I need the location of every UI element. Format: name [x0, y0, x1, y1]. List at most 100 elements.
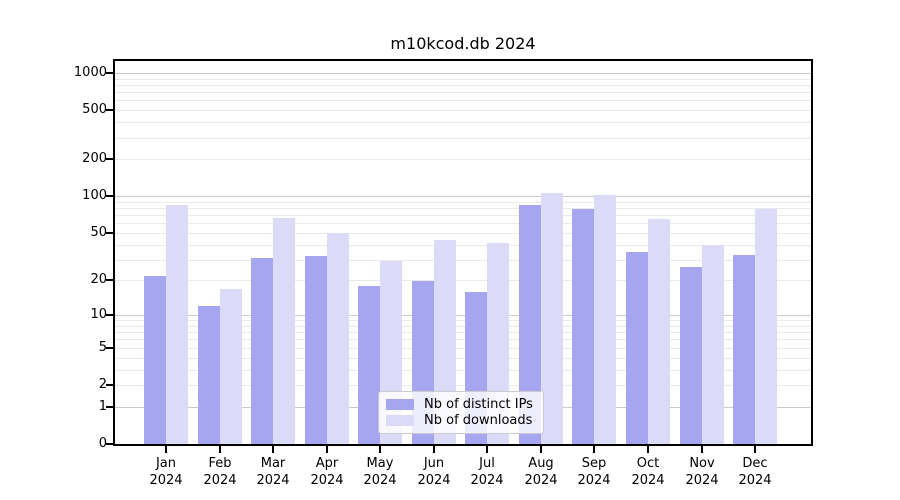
gridline-minor-2 — [115, 385, 811, 386]
chart-title: m10kcod.db 2024 — [390, 34, 536, 53]
y-tick-label-10: 10 — [90, 307, 107, 322]
x-tick-jun — [433, 446, 435, 453]
gridline-major-1000 — [115, 73, 811, 74]
gridline-minor-30 — [115, 260, 811, 261]
y-tick-label-1000: 1000 — [73, 65, 107, 80]
y-tick-50 — [106, 232, 113, 234]
gridline-minor-400 — [115, 122, 811, 123]
x-tick-label-jun: Jun 2024 — [417, 456, 451, 488]
x-tick-label-oct: Oct 2024 — [631, 456, 665, 488]
x-tick-label-apr: Apr 2024 — [310, 456, 344, 488]
y-tick-20 — [106, 279, 113, 281]
legend-swatch-downloads — [386, 415, 414, 426]
y-tick-label-200: 200 — [82, 151, 107, 166]
gridline-major-10 — [115, 315, 811, 316]
bar-downloads-mar — [273, 218, 295, 444]
bar-downloads-nov — [702, 244, 724, 444]
gridline-minor-20 — [115, 280, 811, 281]
x-tick-aug — [540, 446, 542, 453]
gridline-minor-4 — [115, 358, 811, 359]
bar-downloads-oct — [648, 219, 670, 444]
y-tick-label-50: 50 — [90, 225, 107, 240]
x-tick-apr — [326, 446, 328, 453]
y-tick-label-1: 1 — [98, 399, 107, 414]
bar-distinct-ips-may — [358, 285, 380, 444]
gridline-minor-500 — [115, 110, 811, 111]
y-tick-1 — [106, 406, 113, 408]
bar-distinct-ips-jan — [144, 275, 166, 444]
x-tick-mar — [272, 446, 274, 453]
y-tick-1000 — [106, 72, 113, 74]
y-tick-5 — [106, 347, 113, 349]
y-tick-label-20: 20 — [90, 272, 107, 287]
legend-item-downloads: Nb of downloads — [386, 413, 535, 428]
bar-distinct-ips-apr — [305, 256, 327, 444]
gridline-minor-8 — [115, 326, 811, 327]
y-tick-500 — [106, 109, 113, 111]
gridline-minor-200 — [115, 159, 811, 160]
y-tick-label-0: 0 — [98, 436, 107, 451]
gridline-minor-3 — [115, 370, 811, 371]
x-tick-feb — [219, 446, 221, 453]
bar-distinct-ips-sep — [572, 208, 594, 444]
y-tick-label-2: 2 — [98, 377, 107, 392]
gridline-minor-300 — [115, 138, 811, 139]
x-tick-label-mar: Mar 2024 — [256, 456, 290, 488]
bar-distinct-ips-mar — [251, 257, 273, 444]
bar-downloads-dec — [755, 208, 777, 444]
x-tick-label-aug: Aug 2024 — [524, 456, 558, 488]
x-tick-label-jul: Jul 2024 — [470, 456, 504, 488]
y-tick-2 — [106, 384, 113, 386]
gridline-minor-7 — [115, 332, 811, 333]
y-tick-label-5: 5 — [98, 340, 107, 355]
gridline-major-100 — [115, 196, 811, 197]
legend-swatch-distinct-ips — [386, 399, 414, 410]
y-tick-label-100: 100 — [82, 188, 107, 203]
gridline-minor-9 — [115, 320, 811, 321]
x-tick-may — [379, 446, 381, 453]
gridline-minor-5 — [115, 348, 811, 349]
gridline-minor-60 — [115, 223, 811, 224]
gridline-minor-600 — [115, 100, 811, 101]
gridline-minor-700 — [115, 92, 811, 93]
x-tick-label-nov: Nov 2024 — [685, 456, 719, 488]
x-tick-label-dec: Dec 2024 — [738, 456, 772, 488]
bar-downloads-sep — [594, 194, 616, 444]
x-tick-dec — [754, 446, 756, 453]
x-tick-label-sep: Sep 2024 — [577, 456, 611, 488]
bar-downloads-apr — [327, 232, 349, 444]
bar-distinct-ips-feb — [198, 306, 220, 444]
plot-canvas — [115, 61, 811, 444]
x-tick-label-feb: Feb 2024 — [203, 456, 237, 488]
x-tick-sep — [593, 446, 595, 453]
y-tick-10 — [106, 314, 113, 316]
gridline-minor-800 — [115, 85, 811, 86]
plot-area — [113, 59, 813, 446]
bar-distinct-ips-dec — [733, 254, 755, 444]
x-tick-jan — [165, 446, 167, 453]
x-tick-label-jan: Jan 2024 — [149, 456, 183, 488]
bar-downloads-jan — [166, 204, 188, 444]
y-tick-label-500: 500 — [82, 102, 107, 117]
bar-distinct-ips-nov — [680, 267, 702, 444]
gridline-minor-70 — [115, 215, 811, 216]
y-tick-200 — [106, 158, 113, 160]
gridline-minor-90 — [115, 202, 811, 203]
x-tick-nov — [701, 446, 703, 453]
gridline-minor-6 — [115, 339, 811, 340]
x-tick-oct — [647, 446, 649, 453]
y-tick-0 — [106, 443, 113, 445]
legend: Nb of distinct IPs Nb of downloads — [378, 391, 544, 434]
gridline-minor-900 — [115, 79, 811, 80]
bar-distinct-ips-aug — [519, 205, 541, 444]
legend-label-distinct-ips: Nb of distinct IPs — [424, 397, 533, 412]
gridline-minor-80 — [115, 208, 811, 209]
x-tick-label-may: May 2024 — [363, 456, 397, 488]
bar-distinct-ips-oct — [626, 251, 648, 444]
bar-downloads-aug — [541, 193, 563, 444]
legend-label-downloads: Nb of downloads — [424, 413, 533, 428]
bar-downloads-feb — [220, 288, 242, 444]
x-tick-jul — [486, 446, 488, 453]
gridline-minor-40 — [115, 245, 811, 246]
